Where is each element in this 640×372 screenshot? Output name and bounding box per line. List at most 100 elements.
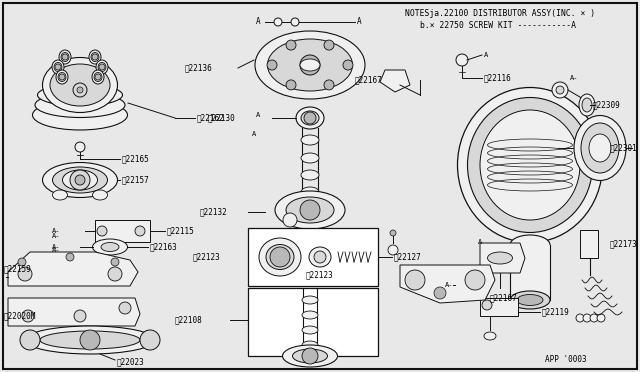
Circle shape [75, 175, 85, 185]
Ellipse shape [301, 153, 319, 163]
Text: A: A [255, 17, 260, 26]
Circle shape [300, 200, 320, 220]
Polygon shape [8, 298, 140, 326]
Text: A: A [484, 52, 488, 58]
Ellipse shape [300, 59, 320, 71]
Ellipse shape [42, 58, 118, 112]
Circle shape [70, 170, 90, 190]
Circle shape [111, 258, 119, 266]
Text: ※22309: ※22309 [593, 100, 621, 109]
Circle shape [55, 64, 61, 70]
Circle shape [304, 112, 316, 124]
Ellipse shape [52, 60, 64, 74]
Circle shape [20, 330, 40, 350]
Ellipse shape [582, 98, 592, 112]
Circle shape [62, 54, 68, 60]
Circle shape [324, 40, 334, 50]
Circle shape [556, 86, 564, 94]
Text: ※22020M: ※22020M [4, 311, 36, 321]
Ellipse shape [61, 52, 69, 61]
Bar [248, 228, 378, 286]
Ellipse shape [579, 94, 595, 116]
Ellipse shape [59, 50, 71, 64]
Circle shape [286, 40, 296, 50]
Text: ※22163: ※22163 [150, 243, 178, 251]
Circle shape [18, 258, 26, 266]
Circle shape [405, 270, 425, 290]
Ellipse shape [38, 84, 122, 106]
Text: ※22136: ※22136 [185, 64, 212, 73]
Ellipse shape [309, 247, 331, 267]
Ellipse shape [266, 244, 294, 269]
Text: ※22165: ※22165 [122, 154, 150, 164]
Ellipse shape [282, 345, 337, 367]
Circle shape [300, 55, 320, 75]
Circle shape [302, 348, 318, 364]
Ellipse shape [301, 170, 319, 180]
Text: A-: A- [445, 282, 453, 288]
Text: A-: A- [51, 228, 60, 234]
Ellipse shape [94, 73, 102, 81]
Ellipse shape [301, 111, 319, 125]
Circle shape [267, 60, 277, 70]
Circle shape [597, 314, 605, 322]
Ellipse shape [25, 326, 155, 354]
Circle shape [73, 83, 87, 97]
Text: A-: A- [570, 75, 579, 81]
Text: ※22162: ※22162 [197, 113, 225, 122]
Ellipse shape [480, 110, 580, 220]
Ellipse shape [98, 62, 106, 71]
Ellipse shape [292, 349, 328, 363]
Bar [248, 288, 378, 356]
Ellipse shape [259, 238, 301, 276]
Text: ※22132: ※22132 [200, 208, 228, 217]
Ellipse shape [56, 70, 68, 84]
Ellipse shape [89, 50, 101, 64]
Ellipse shape [296, 107, 324, 129]
Circle shape [75, 142, 85, 152]
Circle shape [283, 213, 297, 227]
Ellipse shape [589, 134, 611, 162]
Ellipse shape [33, 100, 127, 130]
Circle shape [77, 87, 83, 93]
Ellipse shape [510, 235, 550, 255]
Circle shape [92, 54, 98, 60]
Text: ※22123: ※22123 [306, 270, 333, 279]
Circle shape [59, 74, 65, 80]
Circle shape [99, 64, 105, 70]
Ellipse shape [52, 167, 108, 193]
Circle shape [552, 82, 568, 98]
Ellipse shape [301, 135, 319, 145]
Ellipse shape [50, 64, 110, 106]
Text: ※22119: ※22119 [542, 308, 570, 317]
Circle shape [18, 267, 32, 281]
Text: ※22173: ※22173 [610, 240, 637, 248]
Circle shape [108, 267, 122, 281]
Circle shape [80, 330, 100, 350]
Bar [510, 245, 550, 300]
Ellipse shape [510, 291, 550, 309]
Text: b.× 22750 SCREW KIT -----------A: b.× 22750 SCREW KIT -----------A [420, 20, 576, 29]
Circle shape [95, 74, 101, 80]
Ellipse shape [101, 243, 119, 251]
Circle shape [456, 54, 468, 66]
Circle shape [291, 18, 299, 26]
Ellipse shape [40, 331, 140, 349]
Polygon shape [480, 243, 525, 273]
Polygon shape [380, 70, 410, 92]
Circle shape [465, 270, 485, 290]
Circle shape [97, 226, 107, 236]
Text: ※22157: ※22157 [122, 176, 150, 185]
Ellipse shape [458, 87, 602, 243]
Bar [480, 298, 518, 316]
Circle shape [590, 314, 598, 322]
Text: ※22127: ※22127 [394, 253, 422, 262]
Ellipse shape [93, 239, 127, 255]
Circle shape [135, 226, 145, 236]
Bar [95, 220, 150, 242]
Circle shape [22, 310, 34, 322]
Ellipse shape [275, 191, 345, 229]
Ellipse shape [314, 251, 326, 263]
Ellipse shape [93, 190, 108, 200]
Ellipse shape [302, 326, 318, 334]
